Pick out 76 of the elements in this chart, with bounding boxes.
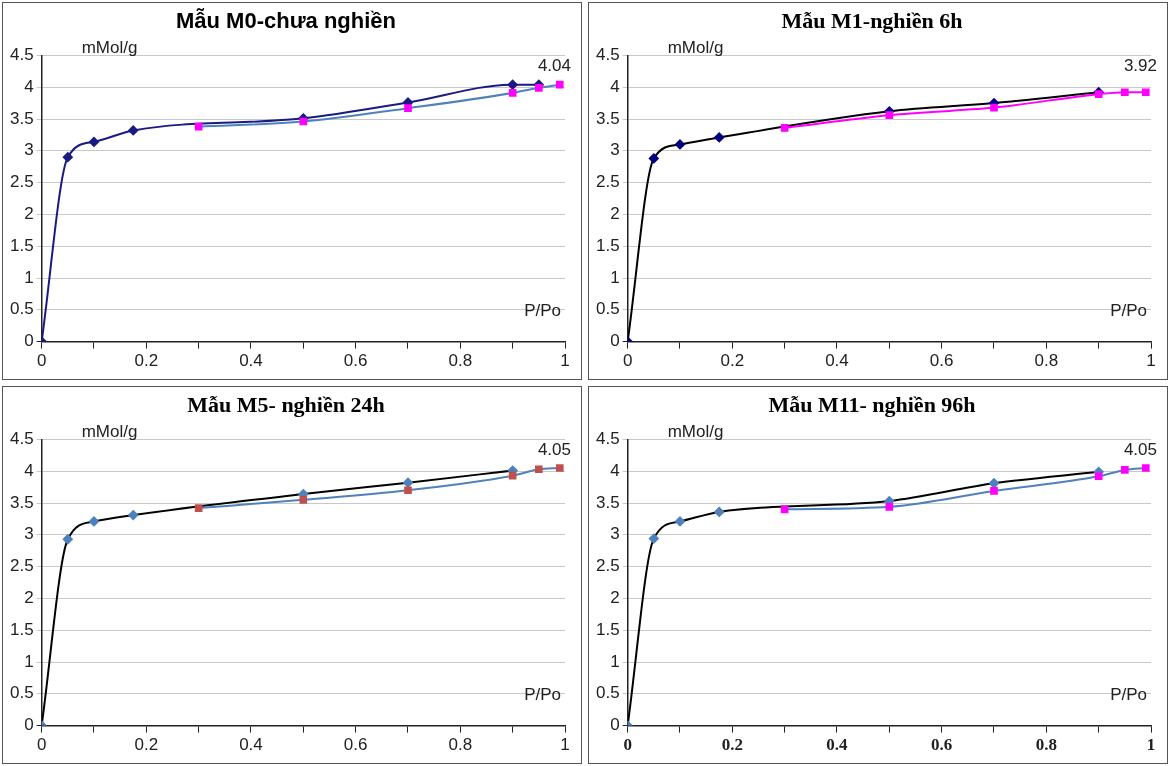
y-tick-label: 0 xyxy=(24,331,34,351)
x-tick-label: 0.8 xyxy=(1034,351,1059,371)
y-tick-label: 0 xyxy=(24,715,34,735)
y-tick-label: 4.5 xyxy=(595,45,620,65)
x-tick-label: 0.6 xyxy=(343,351,368,371)
y-tick-label: 2.5 xyxy=(9,172,34,192)
x-tick-label: 0.4 xyxy=(825,351,849,371)
y-tick-label: 4.5 xyxy=(9,429,34,449)
x-tick-label: 0.2 xyxy=(134,351,159,371)
y-tick-label: 3 xyxy=(610,140,620,160)
x-tick-label: 1 xyxy=(1146,735,1156,755)
y-tick-label: 3.5 xyxy=(595,492,620,512)
x-axis-title: P/Po xyxy=(1110,684,1147,704)
x-tick-label: 0.8 xyxy=(448,735,473,755)
y-tick-label: 0 xyxy=(610,715,620,735)
x-tick-label: 0.6 xyxy=(931,735,953,755)
y-tick-label: 2.5 xyxy=(595,172,620,192)
x-axis-title: P/Po xyxy=(524,300,561,320)
y-tick-label: 0.5 xyxy=(9,683,34,703)
y-tick-label: 0 xyxy=(610,331,620,351)
y-tick-label: 1.5 xyxy=(595,235,620,255)
annotation: 4.05 xyxy=(537,439,571,459)
y-tick-label: 4.5 xyxy=(9,45,34,65)
x-tick-label: 0.6 xyxy=(343,735,368,755)
y-tick-label: 4 xyxy=(24,76,34,96)
y-tick-label: 3 xyxy=(24,524,34,544)
x-tick-label: 1 xyxy=(560,351,570,371)
y-tick-label: 0.5 xyxy=(9,299,34,319)
y-tick-label: 1 xyxy=(24,651,34,671)
y-tick-label: 1.5 xyxy=(9,619,34,639)
y-tick-label: 3.5 xyxy=(9,492,34,512)
y-tick-label: 1.5 xyxy=(9,235,34,255)
x-axis-title: P/Po xyxy=(1110,300,1147,320)
y-tick-label: 3 xyxy=(24,140,34,160)
y-tick-label: 3 xyxy=(610,524,620,544)
y-tick-label: 2.5 xyxy=(595,556,620,576)
x-tick-label: 0.8 xyxy=(1035,735,1057,755)
y-tick-label: 1 xyxy=(610,651,620,671)
y-axis-title: mMol/g xyxy=(667,421,724,441)
y-axis-title: mMol/g xyxy=(81,37,138,57)
x-tick-label: 0.2 xyxy=(720,351,745,371)
x-tick-label: 0.4 xyxy=(826,735,849,755)
annotation: 4.04 xyxy=(537,55,571,75)
y-axis-title: mMol/g xyxy=(81,421,138,441)
y-tick-label: 3.5 xyxy=(595,108,620,128)
y-axis-title: mMol/g xyxy=(667,37,724,57)
chart-title: Mẫu M5- nghiền 24h xyxy=(187,391,385,417)
y-tick-label: 1 xyxy=(24,267,34,287)
x-tick-label: 0.8 xyxy=(448,351,473,371)
x-tick-label: 1 xyxy=(560,735,570,755)
x-tick-label: 0.4 xyxy=(239,735,263,755)
y-tick-label: 2 xyxy=(610,204,620,224)
y-tick-label: 4 xyxy=(610,460,620,480)
y-tick-label: 4 xyxy=(24,460,34,480)
x-tick-label: 0.4 xyxy=(239,351,263,371)
annotation: 3.92 xyxy=(1123,55,1157,75)
x-tick-label: 0.2 xyxy=(134,735,159,755)
x-tick-label: 0.2 xyxy=(721,735,743,755)
chart-title: Mẫu M1-nghiền 6h xyxy=(781,7,963,33)
y-tick-label: 2 xyxy=(24,204,34,224)
y-tick-label: 3.5 xyxy=(9,108,34,128)
x-tick-label: 0.6 xyxy=(929,351,954,371)
chart-title: Mẫu M0-chưa nghiền xyxy=(175,8,397,34)
y-tick-label: 2.5 xyxy=(9,556,34,576)
y-tick-label: 0.5 xyxy=(595,683,620,703)
y-tick-label: 4 xyxy=(610,76,620,96)
y-tick-label: 0.5 xyxy=(595,299,620,319)
x-tick-label: 1 xyxy=(1146,351,1156,371)
y-tick-label: 2 xyxy=(610,588,620,608)
y-tick-label: 4.5 xyxy=(595,429,620,449)
y-tick-label: 2 xyxy=(24,588,34,608)
y-tick-label: 1 xyxy=(610,267,620,287)
annotation: 4.05 xyxy=(1123,439,1157,459)
x-axis-title: P/Po xyxy=(524,684,561,704)
y-tick-label: 1.5 xyxy=(595,619,620,639)
chart-title: Mẫu M11- nghiền 96h xyxy=(768,391,976,417)
